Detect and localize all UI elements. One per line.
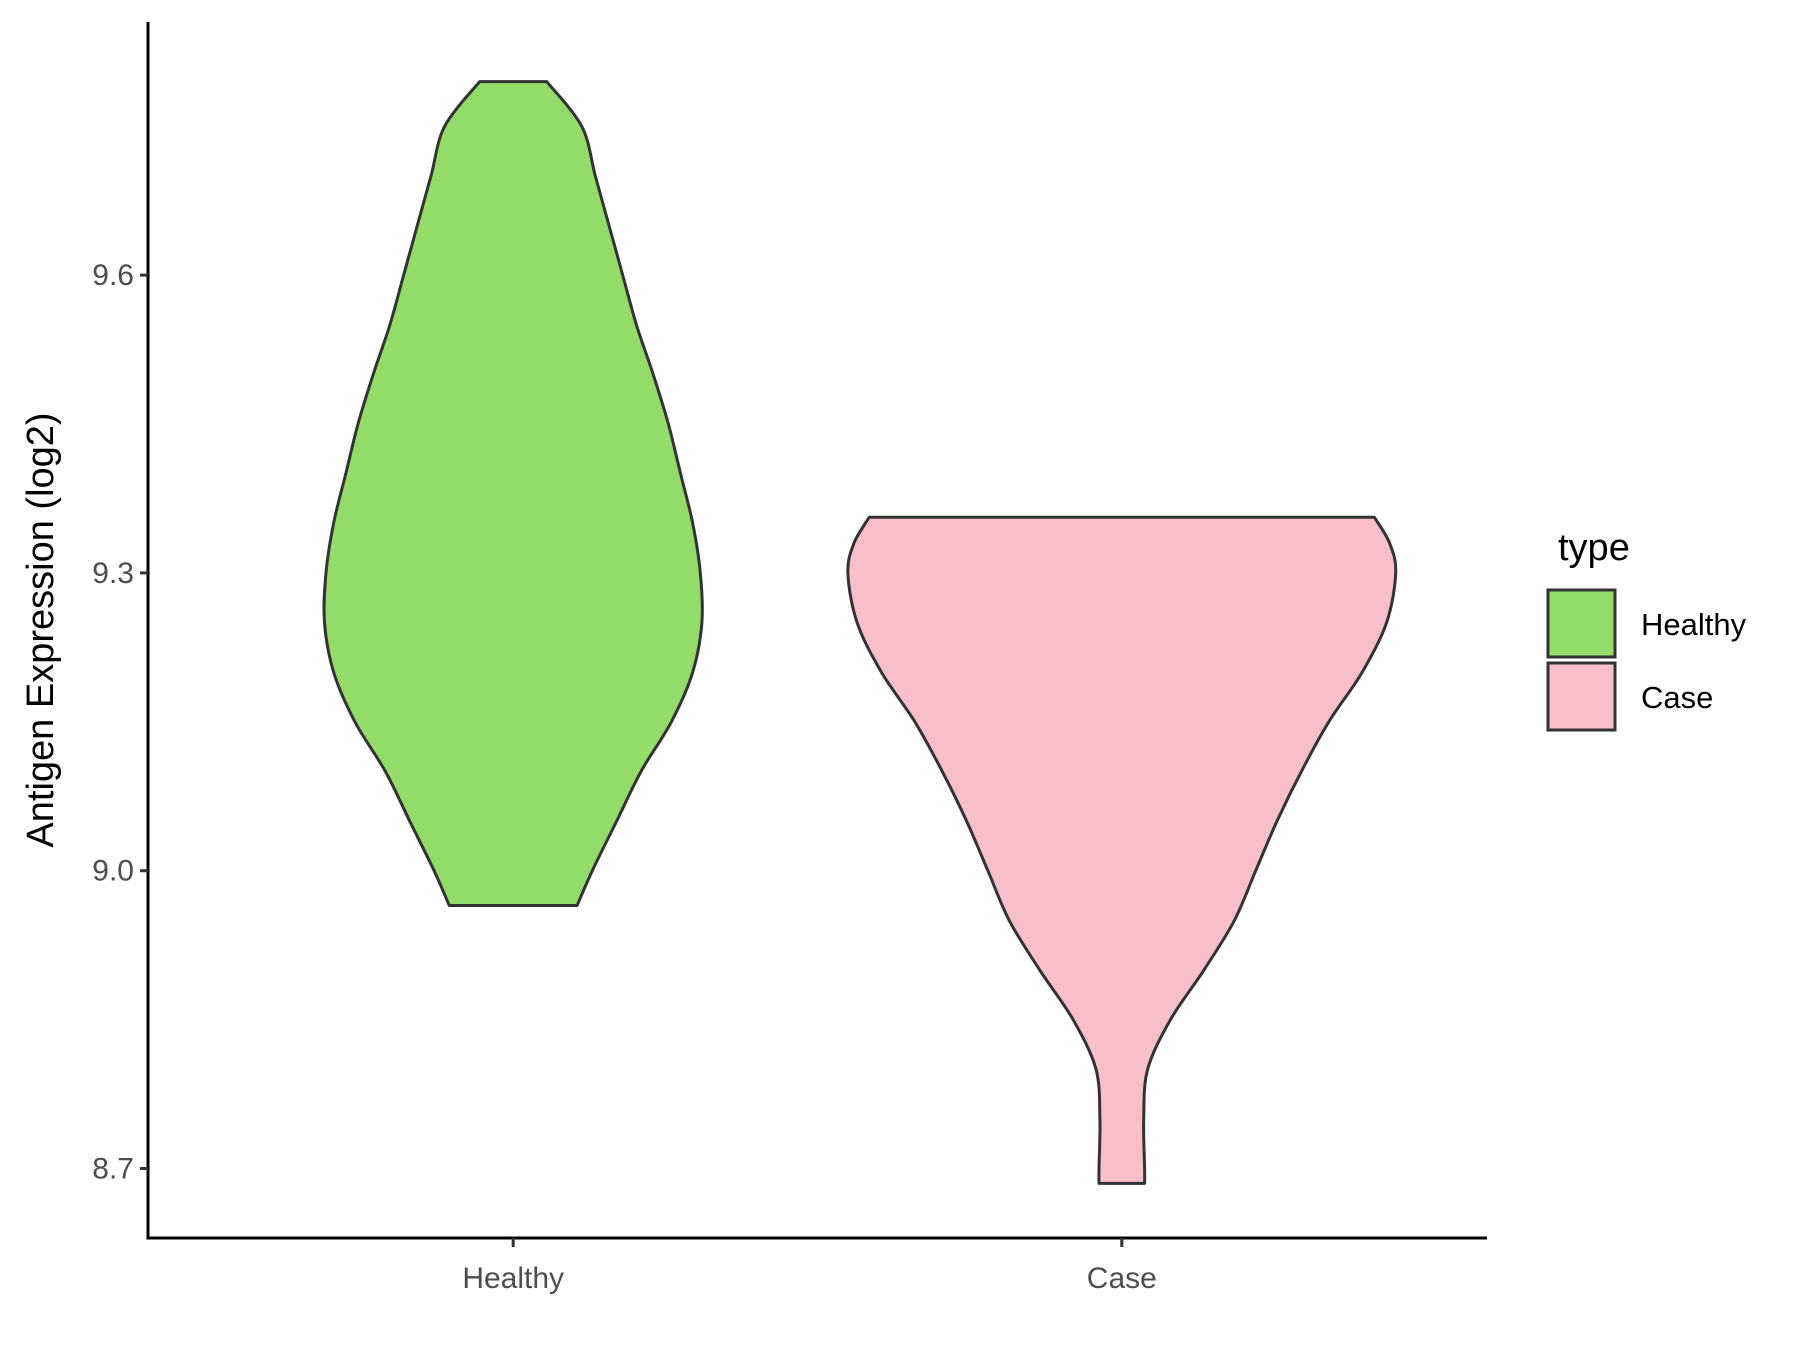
y-axis-title: Antigen Expression (log2) <box>20 412 62 847</box>
legend-swatch-case <box>1546 661 1617 732</box>
violin-layer <box>322 80 1398 1185</box>
legend-swatch-healthy <box>1546 588 1617 659</box>
y-axis-ticks: 8.7 9.0 9.3 9.6 <box>92 259 148 1186</box>
violin-case <box>846 515 1398 1185</box>
legend-label-case: Case <box>1641 680 1713 715</box>
y-tick-label: 9.0 <box>92 855 134 888</box>
y-tick-label: 8.7 <box>92 1153 134 1186</box>
legend-label-healthy: Healthy <box>1641 607 1747 642</box>
y-tick-label: 9.3 <box>92 557 134 590</box>
legend: type Healthy Case <box>1546 527 1747 732</box>
legend-title: type <box>1558 527 1630 569</box>
legend-entries: Healthy Case <box>1546 588 1747 732</box>
y-tick-label: 9.6 <box>92 259 134 292</box>
x-axis-ticks: Healthy Case <box>462 1238 1157 1295</box>
violin-healthy <box>322 80 704 907</box>
x-tick-label: Healthy <box>462 1262 564 1295</box>
x-tick-label: Case <box>1087 1262 1157 1295</box>
